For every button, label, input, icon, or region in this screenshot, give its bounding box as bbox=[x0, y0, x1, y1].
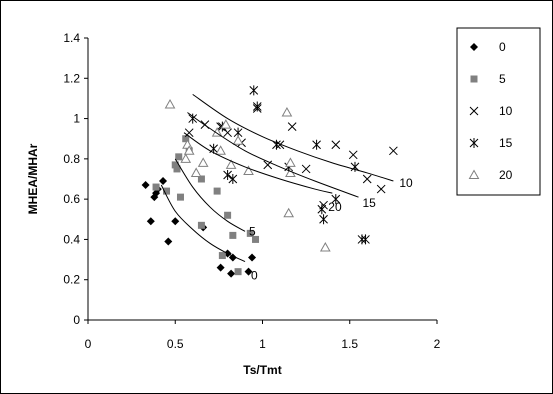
legend-marker-5 bbox=[470, 75, 478, 83]
y-axis-title: MHEA/MHAr bbox=[26, 143, 40, 214]
y-tick-label: 0.6 bbox=[63, 192, 80, 206]
data-point-series-0 bbox=[244, 267, 253, 276]
x-tick-label: 0.5 bbox=[167, 337, 184, 351]
data-point-series-5 bbox=[224, 211, 232, 219]
data-point-series-15 bbox=[317, 204, 327, 215]
fit-curve-0 bbox=[160, 184, 246, 263]
data-point-series-15 bbox=[228, 174, 238, 184]
data-point-series-5 bbox=[182, 135, 190, 143]
data-point-series-10 bbox=[376, 184, 386, 194]
legend-label-15: 15 bbox=[499, 136, 513, 150]
data-point-series-10 bbox=[263, 160, 273, 170]
y-tick-label: 1.2 bbox=[63, 71, 80, 85]
data-point-series-20 bbox=[243, 165, 254, 175]
legend-label-20: 20 bbox=[499, 168, 513, 182]
data-point-series-20 bbox=[164, 98, 176, 109]
data-point-series-0 bbox=[248, 253, 257, 262]
legend-label-10: 10 bbox=[499, 104, 513, 118]
y-tick-label: 0.2 bbox=[63, 273, 80, 287]
data-point-series-5 bbox=[176, 193, 184, 201]
x-axis-title: Ts/Tmt bbox=[243, 363, 281, 377]
legend-box bbox=[456, 27, 541, 196]
data-point-series-5 bbox=[197, 175, 205, 183]
data-point-series-20 bbox=[215, 145, 226, 155]
data-point-series-10 bbox=[184, 128, 194, 138]
legend-marker-10 bbox=[469, 106, 479, 116]
data-point-series-5 bbox=[197, 221, 205, 229]
data-point-series-0 bbox=[164, 237, 173, 246]
data-point-series-5 bbox=[175, 153, 183, 161]
data-point-series-10 bbox=[301, 164, 311, 174]
data-point-series-15 bbox=[252, 101, 262, 112]
data-point-series-20 bbox=[183, 145, 195, 155]
data-point-series-5 bbox=[171, 161, 179, 169]
data-point-series-20 bbox=[281, 107, 293, 117]
y-tick-label: 0 bbox=[73, 313, 80, 327]
data-point-series-0 bbox=[159, 177, 168, 186]
curve-label-10: 10 bbox=[399, 176, 413, 190]
fit-curve-20 bbox=[183, 132, 333, 194]
curve-label-5: 5 bbox=[249, 224, 256, 238]
legend-marker-0 bbox=[470, 43, 478, 51]
data-point-series-5 bbox=[234, 268, 242, 276]
data-point-series-20 bbox=[197, 157, 209, 167]
data-point-series-15 bbox=[312, 139, 321, 150]
x-tick-label: 2 bbox=[434, 337, 441, 351]
data-point-series-20 bbox=[225, 159, 237, 169]
x-tick-label: 1 bbox=[259, 337, 266, 351]
data-point-series-15 bbox=[361, 234, 370, 245]
fit-curve-15 bbox=[187, 112, 359, 198]
data-point-series-15 bbox=[223, 169, 232, 180]
data-point-series-0 bbox=[171, 217, 180, 226]
data-point-series-20 bbox=[232, 135, 244, 145]
data-point-series-0 bbox=[216, 263, 225, 272]
data-point-series-5 bbox=[229, 231, 237, 239]
data-point-series-15 bbox=[350, 161, 360, 172]
y-tick-label: 1 bbox=[73, 112, 80, 126]
y-tick-label: 1.4 bbox=[63, 31, 80, 45]
y-tick-label: 0.8 bbox=[63, 152, 80, 166]
curve-label-0: 0 bbox=[251, 269, 258, 283]
data-point-series-5 bbox=[246, 229, 254, 237]
data-point-series-10 bbox=[362, 174, 372, 184]
data-point-series-0 bbox=[141, 181, 150, 190]
data-point-series-10 bbox=[348, 150, 358, 160]
data-point-series-0 bbox=[146, 217, 155, 226]
data-point-series-5 bbox=[218, 252, 226, 260]
fit-curve-10 bbox=[192, 93, 394, 182]
data-point-series-5 bbox=[213, 187, 221, 195]
data-point-series-5 bbox=[152, 183, 160, 191]
data-point-series-5 bbox=[252, 235, 260, 243]
data-point-series-20 bbox=[180, 153, 192, 163]
fit-curve-5 bbox=[174, 158, 246, 232]
data-point-series-0 bbox=[227, 269, 236, 278]
data-point-series-15 bbox=[249, 85, 259, 96]
legend-label-5: 5 bbox=[499, 72, 506, 86]
data-point-series-5 bbox=[173, 165, 181, 173]
data-point-series-20 bbox=[220, 119, 232, 129]
y-tick-label: 0.4 bbox=[63, 232, 80, 246]
legend-marker-15 bbox=[469, 138, 479, 148]
data-point-series-10 bbox=[287, 122, 297, 131]
data-point-series-10 bbox=[389, 146, 398, 156]
data-point-series-10 bbox=[223, 128, 232, 138]
data-point-series-15 bbox=[331, 194, 341, 205]
legend-marker-20 bbox=[468, 169, 480, 179]
data-point-series-20 bbox=[285, 157, 296, 167]
curve-label-15: 15 bbox=[362, 196, 376, 210]
data-point-series-20 bbox=[319, 241, 331, 252]
data-point-series-15 bbox=[319, 214, 328, 225]
data-point-series-10 bbox=[331, 140, 341, 150]
x-tick-label: 0 bbox=[85, 337, 92, 351]
legend-label-0: 0 bbox=[499, 40, 506, 54]
curve-label-20: 20 bbox=[328, 200, 342, 214]
data-point-series-15 bbox=[188, 113, 198, 124]
data-point-series-20 bbox=[190, 167, 202, 177]
data-point-series-10 bbox=[275, 140, 285, 150]
x-tick-label: 1.5 bbox=[341, 337, 358, 351]
data-point-series-20 bbox=[283, 207, 295, 218]
data-point-series-5 bbox=[163, 187, 171, 195]
